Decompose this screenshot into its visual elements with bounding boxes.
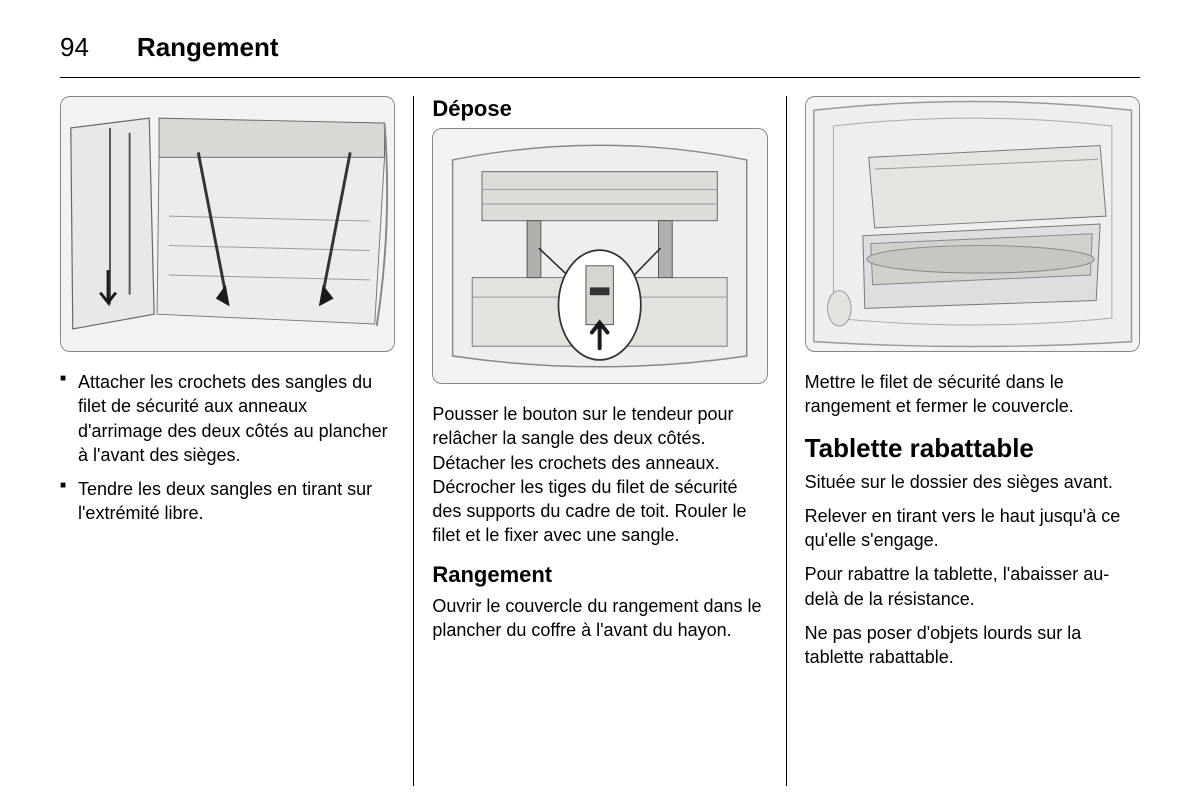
column-2: Dépose [414, 96, 785, 786]
content-columns: Attacher les crochets des sangles du fil… [60, 96, 1140, 786]
page-header: 94 Rangement [60, 32, 1140, 78]
figure-safety-net-hooks [60, 96, 395, 352]
heading-tablette: Tablette rabattable [805, 433, 1140, 464]
paragraph-tablette-1: Située sur le dossier des sièges avant. [805, 470, 1140, 494]
paragraph-tablette-2: Relever en tirant vers le haut jusqu'à c… [805, 504, 1140, 553]
section-title: Rangement [137, 32, 279, 63]
list-item: Attacher les crochets des sangles du fil… [60, 370, 395, 467]
column-3: Mettre le filet de sécurité dans le rang… [787, 96, 1140, 786]
paragraph-storage: Mettre le filet de sécurité dans le rang… [805, 370, 1140, 419]
paragraph-tablette-4: Ne pas poser d'objets lourds sur la tabl… [805, 621, 1140, 670]
bullet-list: Attacher les crochets des sangles du fil… [60, 370, 395, 526]
paragraph-rangement: Ouvrir le couvercle du rangement dans le… [432, 594, 767, 643]
paragraph-tablette-3: Pour rabattre la tablette, l'abaisser au… [805, 562, 1140, 611]
heading-depose: Dépose [432, 96, 767, 122]
list-item: Tendre les deux sangles en tirant sur l'… [60, 477, 395, 526]
figure-storage-compartment [805, 96, 1140, 352]
figure-tensioner-release [432, 128, 767, 384]
column-1: Attacher les crochets des sangles du fil… [60, 96, 413, 786]
page-number: 94 [60, 32, 89, 63]
paragraph-depose: Pousser le bouton sur le tendeur pour re… [432, 402, 767, 548]
heading-rangement: Rangement [432, 562, 767, 588]
